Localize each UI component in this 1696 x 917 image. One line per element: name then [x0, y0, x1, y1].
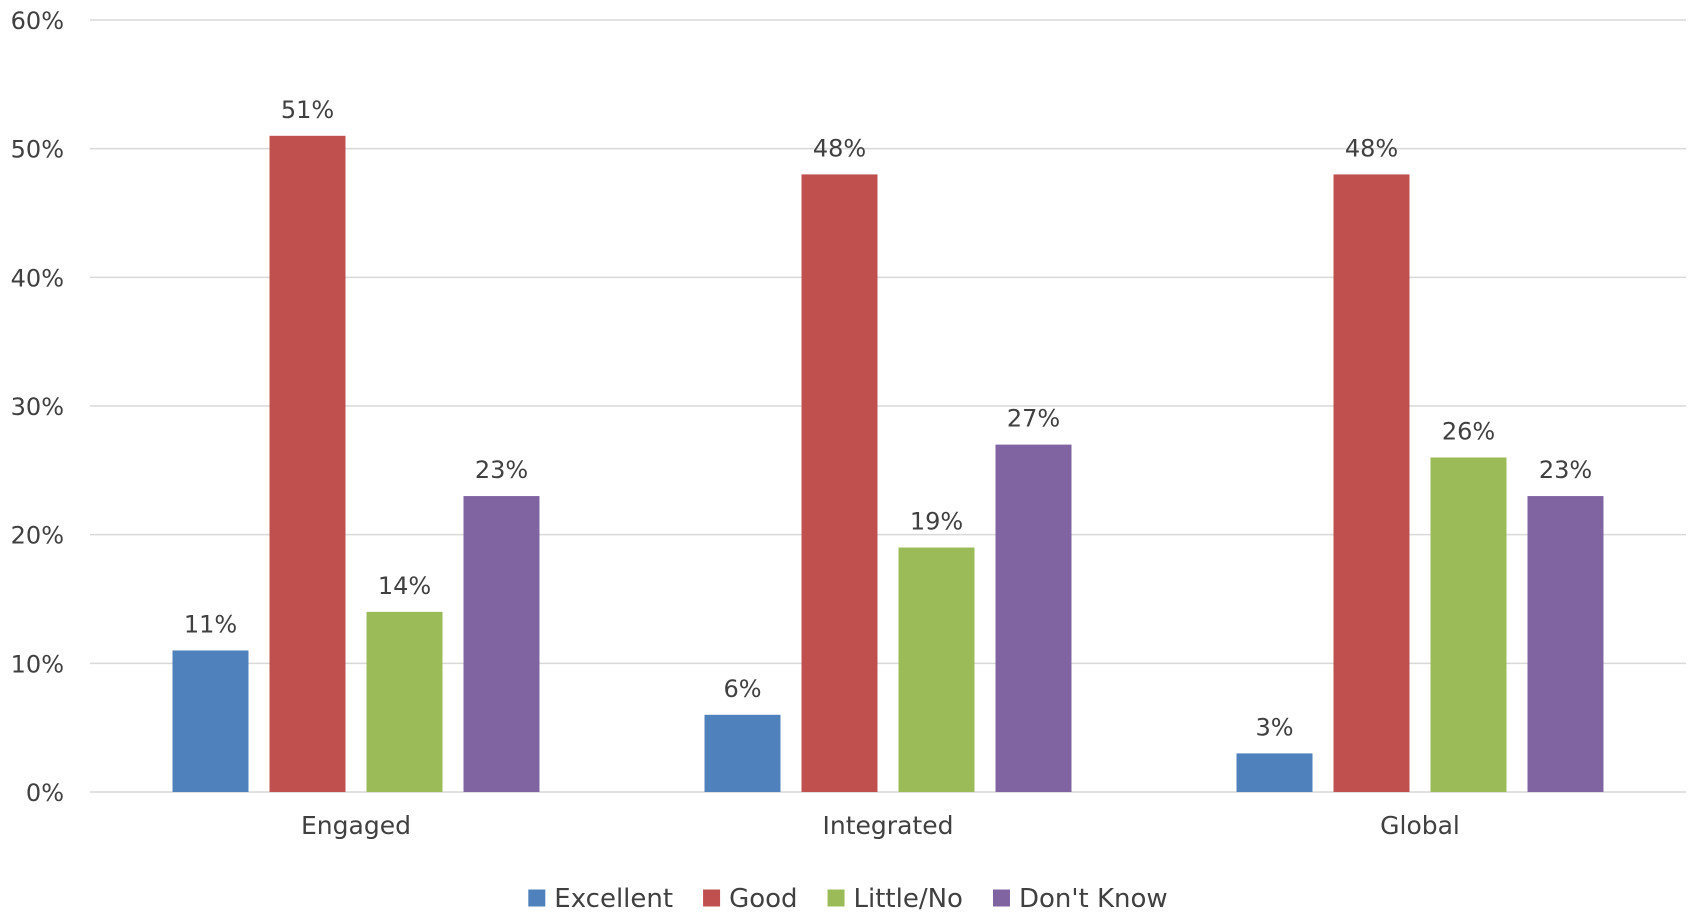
data-label-integrated-little-no: 19% — [910, 508, 963, 536]
data-label-engaged-don-t-know: 23% — [475, 456, 528, 484]
bar-global-good — [1333, 174, 1410, 792]
legend-item-don-t-know: Don't Know — [992, 884, 1168, 914]
data-label-integrated-don-t-know: 27% — [1007, 405, 1060, 433]
data-label-global-don-t-know: 23% — [1539, 456, 1592, 484]
bar-engaged-excellent — [172, 650, 249, 792]
legend-label-good: Good — [729, 884, 797, 913]
bar-integrated-excellent — [704, 714, 781, 792]
category-label-engaged: Engaged — [301, 811, 411, 840]
bars — [172, 135, 1604, 793]
bar-global-don-t-know — [1527, 496, 1604, 792]
y-tick-label: 10% — [11, 650, 64, 678]
legend: Excellent Good Little/No Don't Know — [528, 884, 1168, 914]
legend-label-little-no: Little/No — [854, 884, 963, 913]
data-label-engaged-good: 51% — [281, 96, 334, 124]
legend-item-excellent: Excellent — [528, 884, 673, 914]
bar-engaged-good — [269, 135, 346, 793]
y-tick-label: 40% — [11, 264, 64, 292]
y-tick-label: 60% — [11, 7, 64, 35]
data-label-integrated-good: 48% — [813, 134, 866, 162]
legend-item-little-no: Little/No — [827, 884, 963, 914]
data-label-global-good: 48% — [1345, 134, 1398, 162]
data-label-global-excellent: 3% — [1255, 713, 1293, 741]
category-label-global: Global — [1380, 811, 1460, 840]
gridlines — [90, 19, 1686, 793]
legend-swatch-little-no — [827, 889, 845, 907]
legend-label-don-t-know: Don't Know — [1019, 884, 1168, 913]
bar-engaged-don-t-know — [463, 496, 540, 792]
y-tick-label: 20% — [11, 522, 64, 550]
y-tick-label: 30% — [11, 393, 64, 421]
x-axis-categories: Engaged Integrated Global — [301, 811, 1460, 840]
data-labels: 11% 51% 14% 23% 6% 48% 19% 27% 3% 48% 26% 23% — [184, 96, 1592, 742]
data-label-engaged-excellent: 11% — [184, 610, 237, 638]
data-label-integrated-excellent: 6% — [723, 675, 761, 703]
bar-integrated-don-t-know — [995, 444, 1072, 792]
data-label-global-little-no: 26% — [1442, 417, 1495, 445]
bar-integrated-little-no — [898, 547, 975, 792]
y-tick-label: 50% — [11, 136, 64, 164]
legend-label-excellent: Excellent — [554, 884, 673, 913]
y-tick-label: 0% — [26, 779, 64, 807]
legend-item-good: Good — [703, 884, 798, 914]
legend-swatch-don-t-know — [992, 889, 1010, 907]
category-label-integrated: Integrated — [823, 811, 954, 840]
legend-swatch-good — [703, 889, 721, 907]
bar-global-excellent — [1236, 753, 1313, 792]
y-axis-ticks: 0% 10% 20% 30% 40% 50% 60% — [11, 7, 64, 807]
bar-global-little-no — [1430, 457, 1507, 792]
legend-swatch-excellent — [528, 889, 546, 907]
data-label-engaged-little-no: 14% — [378, 572, 431, 600]
bar-integrated-good — [801, 174, 878, 792]
bar-engaged-little-no — [366, 611, 443, 792]
